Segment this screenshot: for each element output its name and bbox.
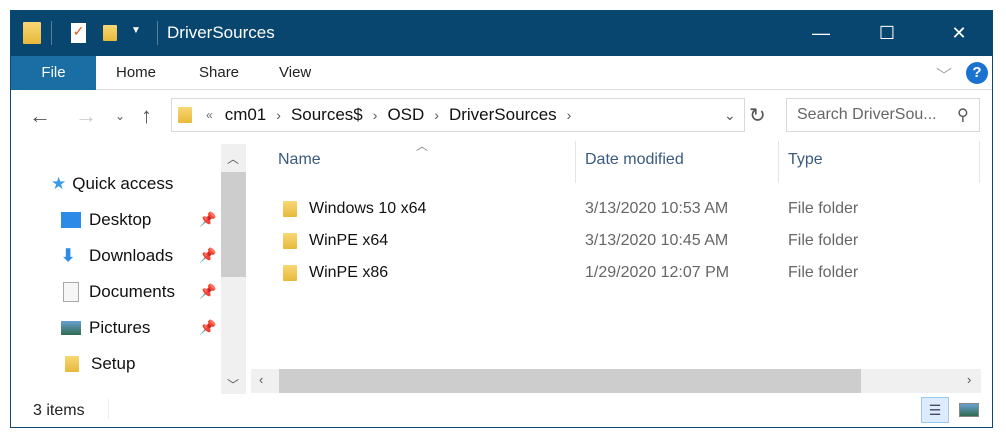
up-button[interactable]: ↑	[141, 103, 152, 128]
file-type: File folder	[788, 232, 859, 249]
file-name: WinPE x86	[309, 264, 389, 281]
nav-label: Pictures	[89, 318, 151, 337]
pin-icon[interactable]: 📌	[199, 319, 217, 335]
large-icons-view-button[interactable]	[959, 403, 979, 417]
nav-desktop[interactable]: Desktop	[61, 205, 151, 235]
desktop-icon	[61, 212, 81, 228]
file-date: 3/13/2020 10:45 AM	[585, 232, 729, 249]
properties-icon[interactable]: ✓	[71, 23, 86, 43]
folder-icon	[283, 233, 297, 249]
nav-pictures[interactable]: Pictures	[61, 313, 150, 343]
pin-icon[interactable]: 📌	[199, 283, 217, 299]
folder-icon	[283, 265, 297, 281]
file-row[interactable]: Windows 10 x64 3/13/2020 10:53 AM File fol…	[281, 194, 981, 224]
nav-label: Setup	[91, 354, 136, 373]
nav-label: Downloads	[89, 246, 174, 265]
folder-icon	[178, 107, 192, 123]
nav-scrollbar[interactable]: ︿ ﹀	[221, 144, 246, 394]
pin-icon[interactable]: 📌	[199, 247, 217, 263]
file-row[interactable]: WinPE x64 3/13/2020 10:45 AM File folder	[281, 226, 981, 256]
file-date: 3/13/2020 10:53 AM	[585, 200, 729, 217]
tab-share[interactable]: Share	[199, 64, 240, 81]
overflow-chevron[interactable]: «	[206, 108, 213, 122]
folder-icon	[283, 201, 297, 217]
file-name: Windows 10 x64	[309, 200, 427, 217]
tab-file[interactable]: File	[11, 56, 96, 90]
customize-toolbar-icon[interactable]: ▼	[131, 25, 141, 36]
recent-locations-icon[interactable]: ⌄	[115, 109, 126, 123]
breadcrumb-cm01[interactable]: cm01	[224, 105, 267, 124]
ribbon: File Home Share View ﹀ ?	[11, 56, 992, 90]
back-button[interactable]: ←	[29, 103, 51, 128]
nav-documents[interactable]: Documents	[61, 277, 175, 307]
breadcrumb-osd[interactable]: OSD	[387, 105, 425, 124]
explorer-window: ✓ ▼ DriverSources — ☐ ✕ File Home Share …	[10, 10, 993, 428]
nav-label: Documents	[89, 282, 175, 301]
star-icon: ★	[51, 174, 67, 193]
column-name[interactable]: Name	[278, 151, 321, 168]
help-icon[interactable]: ?	[966, 62, 988, 84]
column-date-modified[interactable]: Date modified	[585, 151, 684, 168]
search-input[interactable]: Search DriverSou...	[786, 98, 980, 132]
pictures-icon	[61, 321, 81, 335]
forward-button[interactable]: →	[75, 103, 97, 128]
horizontal-scrollbar[interactable]: ‹ ›	[251, 369, 981, 393]
details-view-button[interactable]: ☰	[921, 397, 949, 423]
nav-label: Quick access	[72, 174, 174, 193]
expand-ribbon-icon[interactable]: ﹀	[936, 68, 953, 85]
scroll-thumb[interactable]	[279, 369, 861, 393]
new-folder-icon[interactable]	[103, 25, 117, 41]
folder-icon	[23, 22, 41, 44]
nav-downloads[interactable]: ⬇ Downloads	[61, 241, 173, 271]
folder-icon	[65, 356, 79, 372]
tab-view[interactable]: View	[279, 64, 312, 81]
documents-icon	[63, 282, 79, 302]
file-type: File folder	[788, 200, 859, 217]
scroll-thumb[interactable]	[221, 172, 246, 277]
breadcrumb-sources[interactable]: Sources$	[290, 105, 363, 124]
search-icon: ⚲	[957, 107, 969, 124]
nav-label: Desktop	[89, 210, 152, 229]
breadcrumb-driversources[interactable]: DriverSources	[448, 105, 557, 124]
address-dropdown-icon[interactable]: ⌄	[724, 106, 736, 123]
sort-ascending-icon: ︿	[416, 139, 429, 153]
maximize-button[interactable]: ☐	[878, 23, 896, 43]
refresh-icon[interactable]: ↻	[749, 105, 766, 127]
minimize-button[interactable]: —	[812, 23, 830, 43]
item-count: 3 items	[33, 402, 85, 419]
address-bar[interactable]: « cm01 › Sources$ › OSD › DriverSources › ⌄	[171, 98, 745, 132]
nav-quick-access[interactable]: ★ Quick access	[51, 169, 173, 199]
column-type[interactable]: Type	[788, 151, 823, 168]
file-name: WinPE x64	[309, 232, 389, 249]
file-type: File folder	[788, 264, 859, 281]
pin-icon[interactable]: 📌	[199, 211, 217, 227]
title-bar: ✓ ▼ DriverSources — ☐ ✕	[11, 11, 992, 56]
download-icon: ⬇	[61, 246, 76, 265]
window-title: DriverSources	[167, 23, 275, 42]
file-date: 1/29/2020 12:07 PM	[585, 264, 730, 281]
nav-setup[interactable]: Setup	[61, 349, 135, 379]
file-row[interactable]: WinPE x86 1/29/2020 12:07 PM File folder	[281, 258, 981, 288]
close-button[interactable]: ✕	[951, 23, 967, 43]
tab-home[interactable]: Home	[116, 64, 157, 81]
